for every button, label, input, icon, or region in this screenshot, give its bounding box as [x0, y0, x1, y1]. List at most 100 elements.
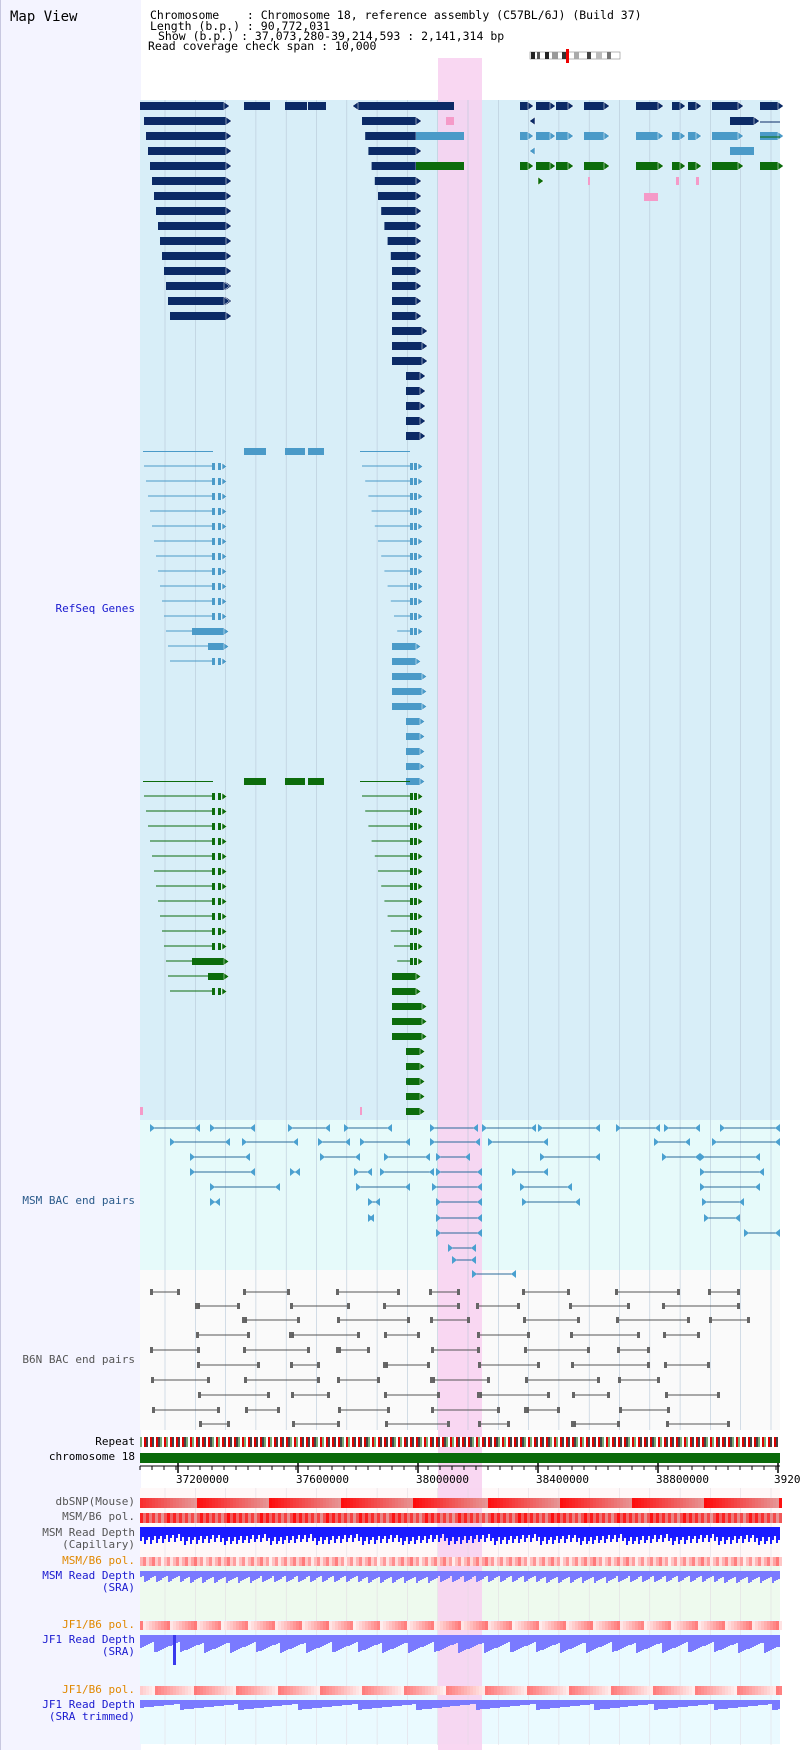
- read-depth-bar: [314, 1571, 316, 1580]
- bac-end: [712, 1138, 717, 1146]
- read-depth-bar: [282, 1635, 284, 1652]
- strand-arrow: [221, 567, 228, 576]
- track-label-jf1-pol-1[interactable]: JF1/B6 pol.: [62, 1618, 135, 1631]
- read-depth-bar: [526, 1527, 528, 1538]
- read-depth-bar: [224, 1571, 226, 1577]
- read-depth-bar: [436, 1700, 438, 1708]
- read-depth-bar: [362, 1635, 364, 1650]
- track-label-msm-depth-sra[interactable]: MSM Read Depth (SRA): [42, 1569, 135, 1594]
- snp-density-cell: [254, 1686, 257, 1695]
- small-marker: [360, 1107, 362, 1115]
- read-depth-bar: [356, 1527, 358, 1534]
- repeat-feature: [698, 1437, 700, 1447]
- track-label-msm-pol-2[interactable]: MSM/B6 pol.: [62, 1554, 135, 1567]
- gene-exon: [410, 613, 413, 620]
- repeat-feature: [544, 1437, 546, 1447]
- snp-density-cell: [473, 1498, 476, 1508]
- read-depth-bar: [414, 1700, 416, 1704]
- bac-end: [595, 1124, 600, 1132]
- track-label-jf1-depth-trimmed[interactable]: JF1 Read Depth (SRA trimmed): [42, 1698, 135, 1723]
- snp-density-cell: [749, 1686, 752, 1695]
- gene-exon: [192, 958, 224, 965]
- snp-density-cell: [428, 1557, 431, 1566]
- gene-exon: [672, 162, 680, 170]
- read-depth-bar: [406, 1527, 408, 1537]
- snp-density-cell: [350, 1513, 353, 1523]
- snp-density-cell: [758, 1557, 761, 1566]
- read-depth-bar: [372, 1635, 374, 1646]
- bac-end: [436, 1229, 441, 1237]
- read-depth-bar: [576, 1571, 578, 1579]
- gene-exon: [140, 102, 224, 110]
- snp-density-cell: [248, 1557, 251, 1566]
- track-label-msm-depth-capillary[interactable]: MSM Read Depth (Capillary): [42, 1526, 135, 1551]
- track-label-msm-bac[interactable]: MSM BAC end pairs: [22, 1194, 135, 1207]
- read-depth-bar: [612, 1635, 614, 1652]
- snp-density-cell: [680, 1557, 683, 1566]
- bac-end: [775, 1229, 780, 1237]
- snp-density-cell: [290, 1621, 293, 1630]
- bac-end: [245, 1407, 248, 1413]
- track-label-dbsnp[interactable]: dbSNP(Mouse): [55, 1495, 135, 1508]
- repeat-feature: [408, 1437, 410, 1447]
- read-depth-bar: [336, 1700, 338, 1706]
- snp-density-cell: [452, 1498, 455, 1508]
- bac-end: [664, 1124, 669, 1132]
- track-label-chromosome[interactable]: chromosome 18: [48, 1450, 135, 1463]
- read-depth-bar: [228, 1527, 230, 1537]
- snp-density-cell: [230, 1513, 233, 1523]
- snp-density-cell: [482, 1686, 485, 1695]
- snp-density-cell: [761, 1513, 764, 1523]
- read-depth-bar: [602, 1571, 604, 1578]
- read-depth-bar: [516, 1527, 518, 1536]
- read-depth-bar: [594, 1571, 596, 1583]
- snp-density-cell: [203, 1513, 206, 1523]
- bac-end: [430, 1377, 433, 1383]
- gene-exon: [392, 297, 416, 305]
- bac-end: [210, 1124, 215, 1132]
- read-depth-bar: [696, 1571, 698, 1578]
- bac-end: [663, 1332, 666, 1338]
- snp-density-cell: [347, 1498, 350, 1508]
- track-label-jf1-depth-sra[interactable]: JF1 Read Depth (SRA): [42, 1633, 135, 1658]
- read-depth-bar: [220, 1635, 222, 1646]
- read-depth-bar: [210, 1571, 212, 1578]
- bac-end: [497, 1407, 500, 1413]
- read-depth-bar: [424, 1527, 426, 1536]
- read-depth-bar: [456, 1700, 458, 1706]
- read-depth-bar: [356, 1635, 358, 1642]
- ideogram-band: [537, 52, 540, 59]
- snp-density-cell: [404, 1498, 407, 1508]
- bac-end: [327, 1392, 330, 1398]
- repeat-feature: [174, 1437, 176, 1447]
- read-depth-bar: [624, 1571, 626, 1579]
- snp-density-cell: [191, 1621, 194, 1630]
- snp-density-cell: [350, 1557, 353, 1566]
- track-label-b6n-bac[interactable]: B6N BAC end pairs: [22, 1353, 135, 1366]
- read-depth-bar: [186, 1527, 188, 1541]
- track-label-repeat[interactable]: Repeat: [95, 1435, 135, 1448]
- read-depth-bar: [552, 1527, 554, 1544]
- repeat-feature: [208, 1437, 210, 1447]
- read-depth-bar: [468, 1635, 470, 1649]
- snp-density-cell: [647, 1621, 650, 1630]
- snp-density-cell: [659, 1498, 662, 1508]
- snp-density-cell: [200, 1686, 203, 1695]
- read-depth-bar: [140, 1700, 142, 1708]
- track-label-msm-pol-1[interactable]: MSM/B6 pol.: [62, 1510, 135, 1523]
- bac-end: [452, 1256, 457, 1264]
- track-label-jf1-pol-2[interactable]: JF1/B6 pol.: [62, 1683, 135, 1696]
- read-depth-bar: [296, 1527, 298, 1539]
- read-depth-bar: [224, 1527, 226, 1545]
- track-label-refseq[interactable]: RefSeq Genes: [55, 602, 135, 615]
- read-depth-bar: [382, 1635, 384, 1653]
- snp-density-cell: [290, 1557, 293, 1566]
- read-depth-bar: [494, 1571, 496, 1578]
- strand-arrow: [419, 416, 427, 426]
- snp-density-cell: [620, 1513, 623, 1523]
- snp-density-cell: [476, 1557, 479, 1566]
- read-depth-bar: [350, 1571, 352, 1579]
- snp-density-cell: [152, 1498, 155, 1508]
- snp-density-cell: [215, 1513, 218, 1523]
